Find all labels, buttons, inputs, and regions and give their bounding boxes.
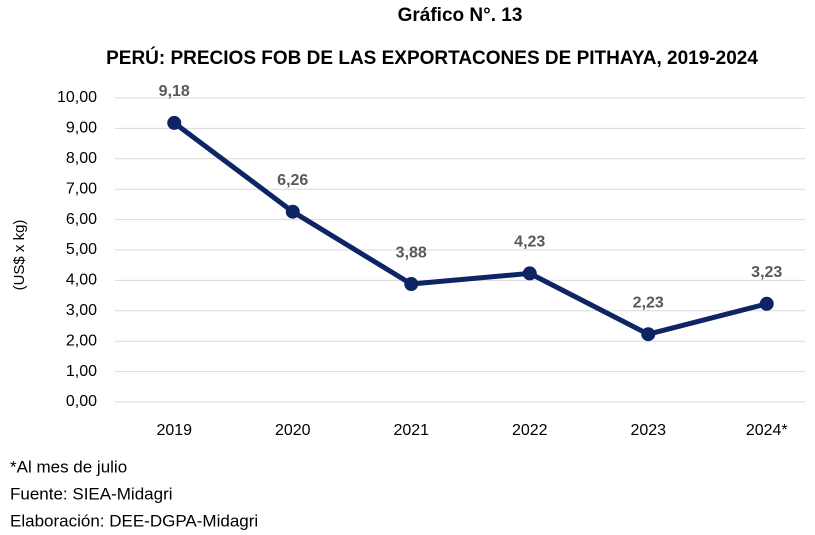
y-tick-label: 5,00 [66, 241, 97, 258]
y-tick-label: 9,00 [66, 120, 97, 137]
y-tick-label: 10,00 [57, 89, 97, 106]
note: *Al mes de julio [10, 457, 127, 476]
y-tick-label: 3,00 [66, 302, 97, 319]
data-label: 4,23 [514, 234, 545, 251]
x-tick-label: 2019 [156, 422, 192, 439]
data-label: 9,18 [159, 83, 190, 100]
note: Elaboración: DEE-DGPA-Midagri [10, 511, 258, 530]
data-label: 3,88 [396, 244, 427, 261]
x-tick-label: 2023 [630, 422, 666, 439]
y-axis-label: (US$ x kg) [11, 220, 28, 291]
data-label: 6,26 [277, 172, 308, 189]
y-tick-label: 1,00 [66, 363, 97, 380]
data-label: 3,23 [751, 264, 782, 281]
point [641, 327, 656, 342]
x-tick-label: 2021 [393, 422, 429, 439]
y-tick-label: 4,00 [66, 272, 97, 289]
point [404, 277, 419, 292]
data-label: 2,23 [633, 294, 664, 311]
y-tick-label: 0,00 [66, 393, 97, 410]
y-tick-label: 7,00 [66, 180, 97, 197]
chart-title: Gráfico N°. 13 [398, 5, 523, 26]
point [759, 296, 774, 311]
point [522, 266, 537, 281]
chart-subtitle: PERÚ: PRECIOS FOB DE LAS EXPORTACONES DE… [106, 47, 758, 69]
note: Fuente: SIEA-Midagri [10, 484, 173, 503]
point [167, 115, 182, 130]
point [285, 204, 300, 219]
x-tick-label: 2020 [275, 422, 311, 439]
x-tick-label: 2022 [512, 422, 548, 439]
x-tick-label: 2024* [746, 422, 788, 439]
y-tick-label: 8,00 [66, 150, 97, 167]
y-tick-label: 6,00 [66, 211, 97, 228]
line [172, 120, 768, 337]
y-tick-label: 2,00 [66, 332, 97, 349]
